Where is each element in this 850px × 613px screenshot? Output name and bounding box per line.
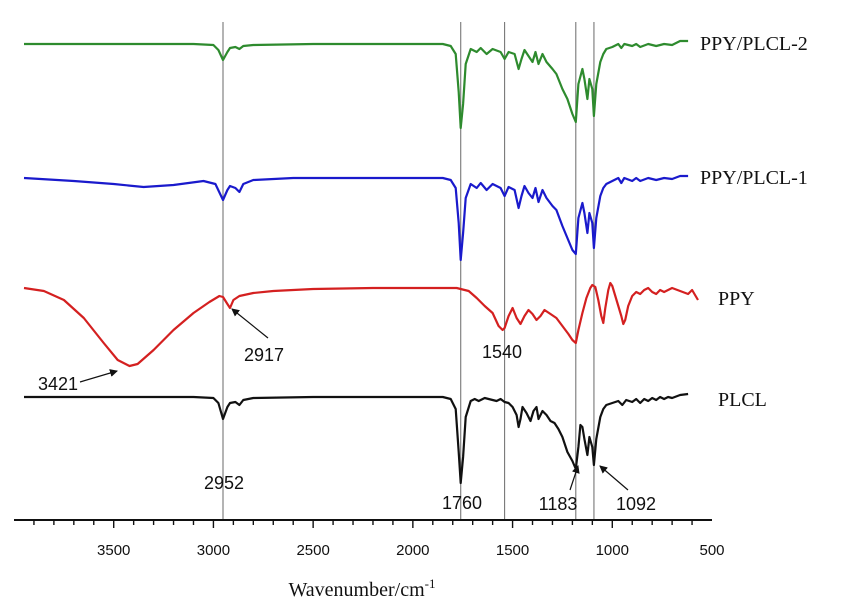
peak-label-1092: 1092 <box>616 494 656 514</box>
series-label-ppy: PPY <box>718 288 755 310</box>
x-tick-label: 1000 <box>596 542 629 559</box>
peak-label-1183: 1183 <box>539 494 578 514</box>
peak-label-3421: 3421 <box>38 374 78 394</box>
series-labels: PPY/PLCL-2 PPY/PLCL-1 PPY PLCL <box>700 33 808 411</box>
x-tick-label: 500 <box>699 542 724 559</box>
x-axis-label: Wavenumber/cm-1 <box>289 576 436 601</box>
x-tick-label: 3000 <box>197 542 230 559</box>
series-line-ppy-plcl-1 <box>23 174 689 262</box>
series-label-ppy-plcl-1: PPY/PLCL-1 <box>700 167 808 189</box>
x-axis: 3500 3000 2500 2000 1500 1000 500 <box>14 519 725 559</box>
peak-label-1540: 1540 <box>482 342 522 362</box>
x-tick-label: 2500 <box>296 542 329 559</box>
x-axis-label-sup: -1 <box>425 576 436 591</box>
peak-label-2952: 2952 <box>204 473 244 493</box>
peak-label-2917: 2917 <box>244 345 284 365</box>
peak-arrow-1092 <box>599 465 629 491</box>
peak-label-1760: 1760 <box>442 493 482 513</box>
peak-arrow-1183 <box>569 465 580 491</box>
series-line-ppy-plcl-2 <box>24 39 689 130</box>
series-label-plcl: PLCL <box>718 389 767 411</box>
series-line-plcl <box>24 392 689 485</box>
annotations: 3421 2917 1540 2952 1760 1183 1092 <box>38 308 656 514</box>
x-tick-label: 3500 <box>97 542 130 559</box>
x-tick-label: 1500 <box>496 542 529 559</box>
peak-arrow-3421 <box>79 369 118 383</box>
series-line-ppy <box>23 281 699 368</box>
x-axis-label-base: Wavenumber/cm <box>289 579 426 601</box>
x-tick-label: 2000 <box>396 542 429 559</box>
series-label-ppy-plcl-2: PPY/PLCL-2 <box>700 33 808 55</box>
series-layer <box>23 39 699 485</box>
peak-arrow-2917 <box>231 308 269 339</box>
reference-lines <box>222 22 595 520</box>
